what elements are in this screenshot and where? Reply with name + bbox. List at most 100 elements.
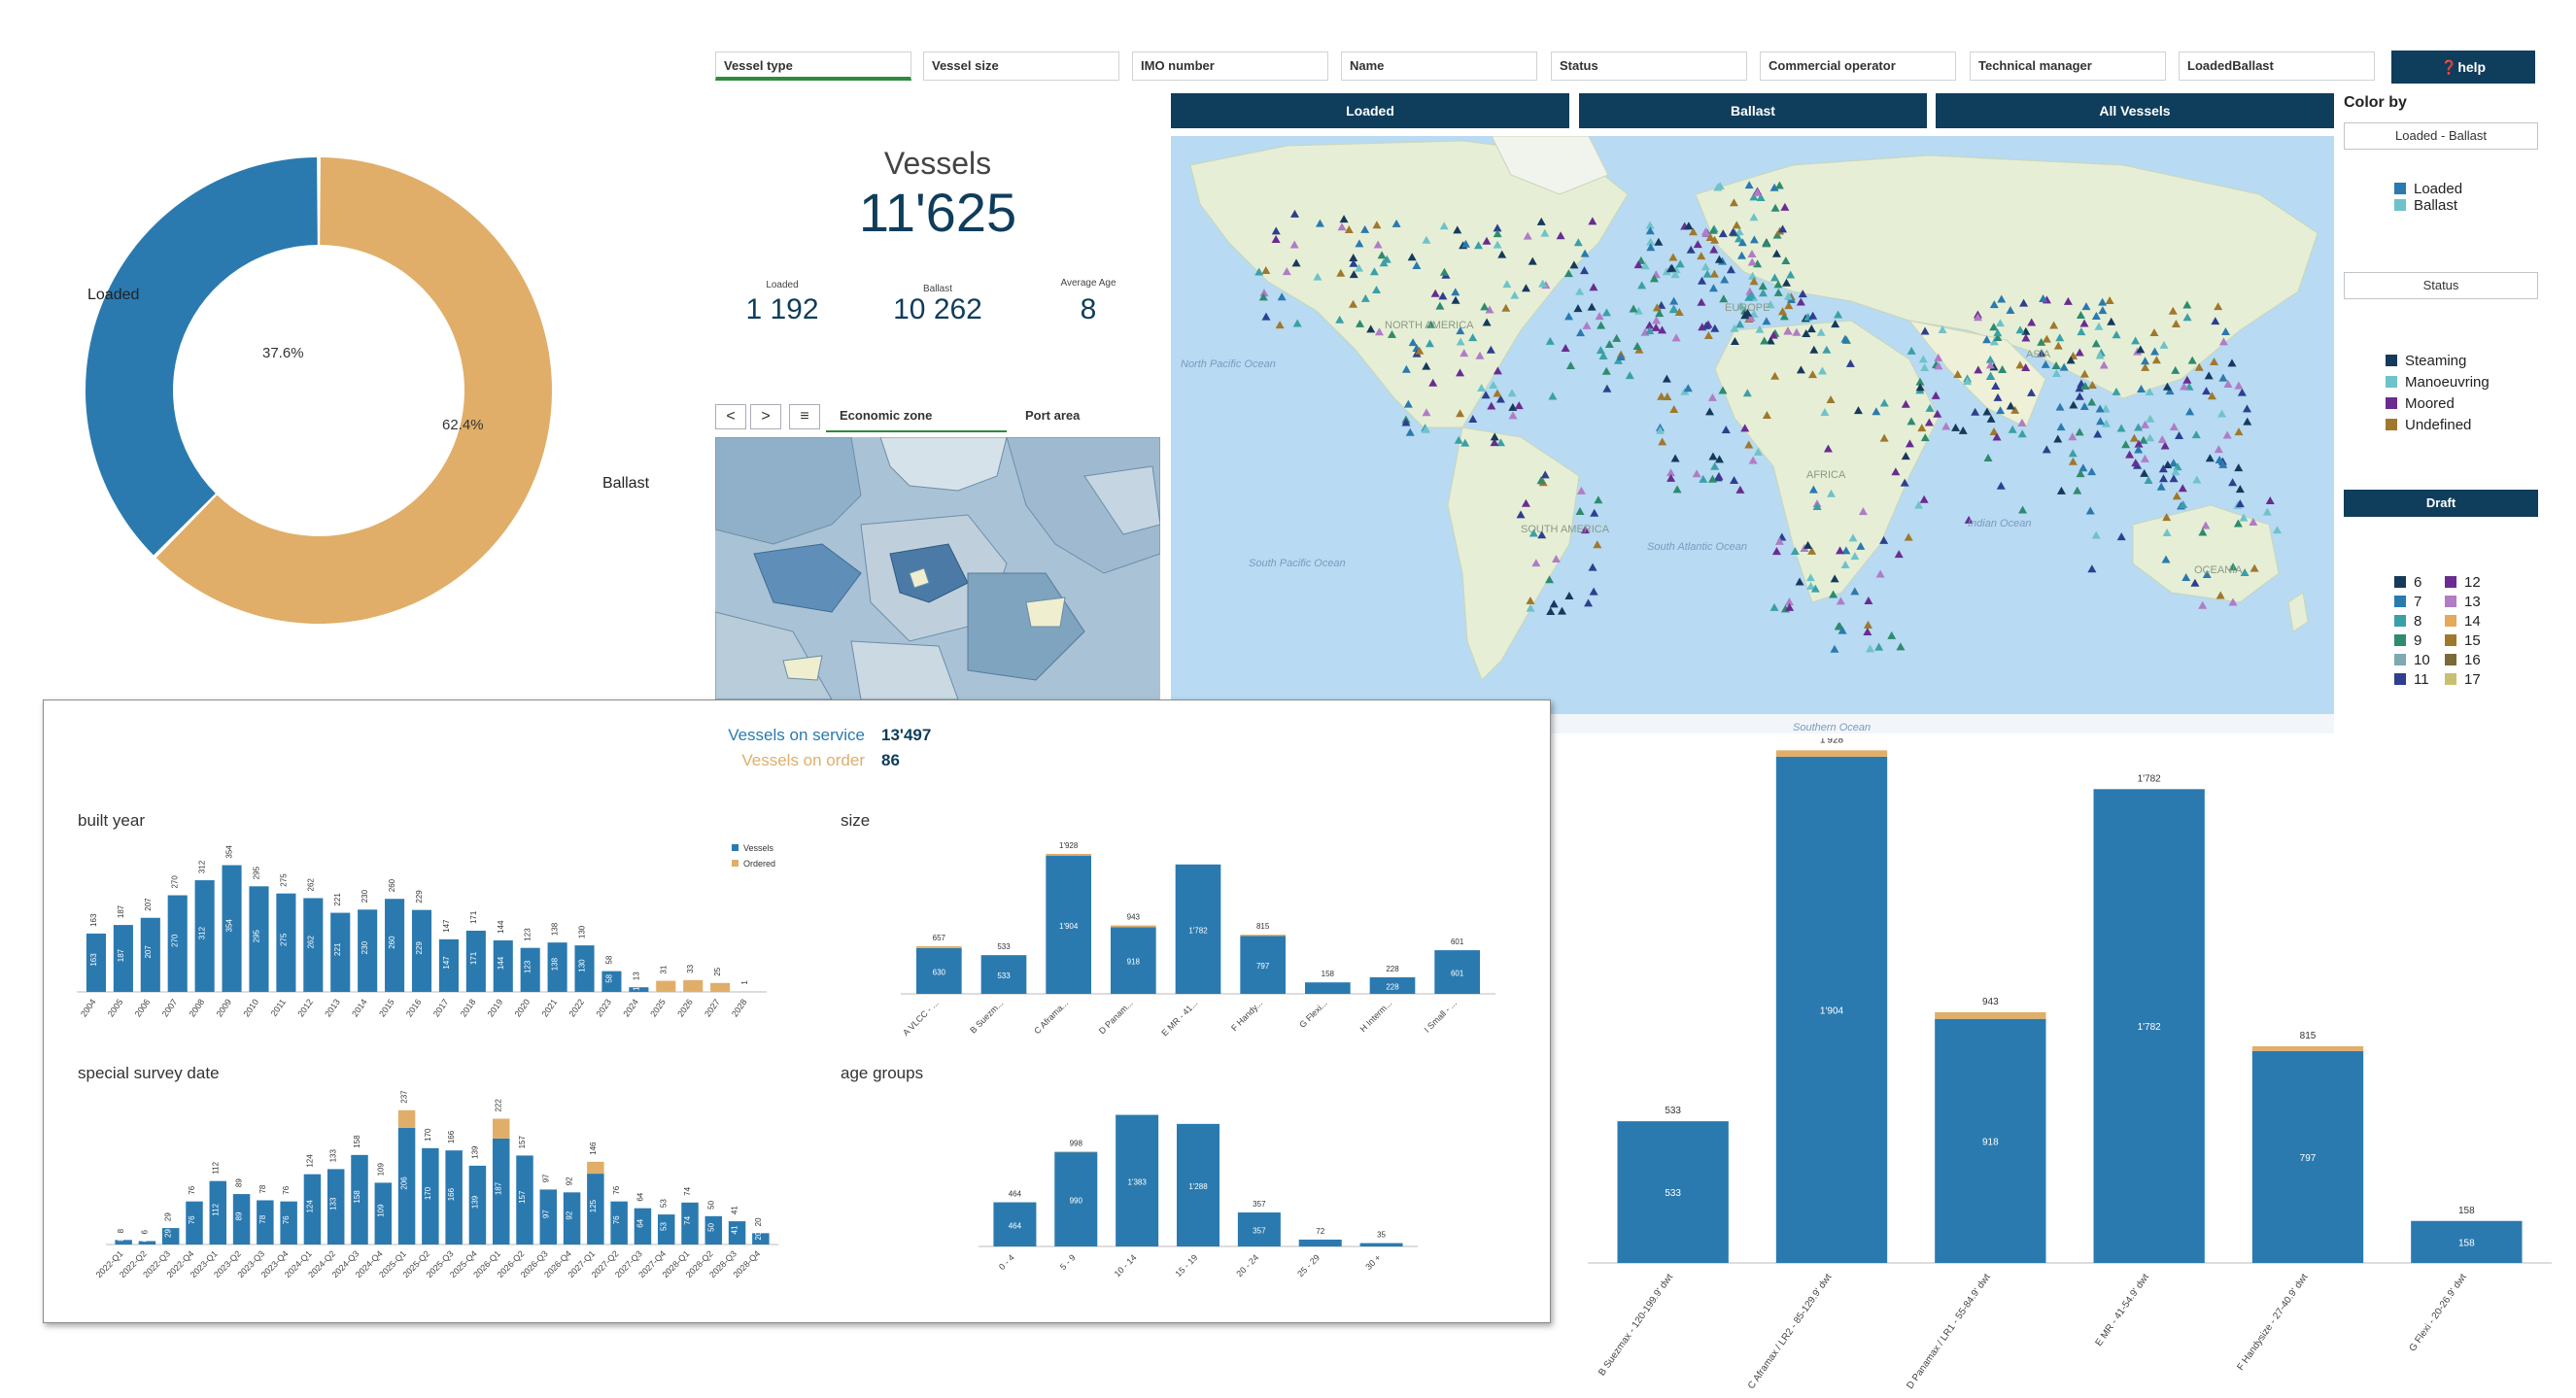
vessel-marker[interactable] xyxy=(1537,530,1547,539)
vessel-marker[interactable] xyxy=(1502,280,1512,289)
bar-vessels[interactable] xyxy=(113,925,133,992)
vessel-marker[interactable] xyxy=(1698,323,1707,331)
vessel-marker[interactable] xyxy=(1548,392,1558,400)
vessel-marker[interactable] xyxy=(1756,193,1766,202)
vessel-marker[interactable] xyxy=(1652,316,1662,324)
vessel-marker[interactable] xyxy=(1282,267,1291,276)
vessel-marker[interactable] xyxy=(1549,599,1559,608)
vessel-marker[interactable] xyxy=(1482,318,1492,326)
vessel-marker[interactable] xyxy=(1998,364,2008,373)
bar-vessels[interactable] xyxy=(209,1180,227,1245)
vessel-marker[interactable] xyxy=(2165,387,2175,395)
vessel-marker[interactable] xyxy=(1996,406,2006,415)
vessel-marker[interactable] xyxy=(1827,489,1837,497)
vessel-marker[interactable] xyxy=(2094,322,2104,330)
vessel-marker[interactable] xyxy=(1995,319,2005,327)
vessel-marker[interactable] xyxy=(2171,365,2181,374)
vessel-marker[interactable] xyxy=(1715,182,1725,190)
vessel-marker[interactable] xyxy=(1938,325,1947,334)
vessel-marker[interactable] xyxy=(1781,256,1791,264)
vessel-marker[interactable] xyxy=(1826,394,1836,403)
bar-ordered[interactable] xyxy=(683,979,704,992)
vessel-marker[interactable] xyxy=(1698,276,1707,285)
vessel-marker[interactable] xyxy=(1510,290,1520,299)
vessel-marker[interactable] xyxy=(1770,371,1780,380)
vessel-marker[interactable] xyxy=(1401,418,1411,426)
vessel-marker[interactable] xyxy=(1783,326,1793,335)
vessel-marker[interactable] xyxy=(1430,289,1440,297)
vessel-marker[interactable] xyxy=(1654,237,1664,246)
vessel-marker[interactable] xyxy=(1391,219,1401,227)
bar-vessels[interactable] xyxy=(704,1215,723,1245)
vessel-marker[interactable] xyxy=(1666,468,1675,477)
vessel-marker[interactable] xyxy=(1674,307,1684,316)
vessel-marker[interactable] xyxy=(2068,449,2078,458)
vessel-marker[interactable] xyxy=(2162,529,2172,537)
vessel-marker[interactable] xyxy=(1360,293,1370,302)
vessel-marker[interactable] xyxy=(1803,540,1813,549)
vessel-marker[interactable] xyxy=(1703,331,1713,340)
vessel-marker[interactable] xyxy=(1360,224,1370,233)
bar-vessels[interactable] xyxy=(445,1150,463,1245)
vessel-marker[interactable] xyxy=(1428,378,1438,387)
vessel-marker[interactable] xyxy=(2201,521,2211,529)
vessel-marker[interactable] xyxy=(1784,597,1794,606)
vessel-marker[interactable] xyxy=(1580,249,1590,257)
vessel-marker[interactable] xyxy=(1454,435,1463,444)
vessel-marker[interactable] xyxy=(2019,298,2029,307)
vessel-marker[interactable] xyxy=(1637,281,1647,290)
vessel-marker[interactable] xyxy=(1645,226,1655,235)
vessel-marker[interactable] xyxy=(1633,260,1643,269)
vessel-marker[interactable] xyxy=(2056,423,2066,431)
vessel-marker[interactable] xyxy=(2134,423,2144,431)
vessel-marker[interactable] xyxy=(2051,361,2061,370)
vessel-marker[interactable] xyxy=(1601,308,1611,317)
vessel-marker[interactable] xyxy=(2190,578,2200,587)
draft-color-button[interactable]: Draft xyxy=(2344,490,2538,517)
vessel-marker[interactable] xyxy=(2211,317,2220,325)
vessel-marker[interactable] xyxy=(1769,273,1779,282)
vessel-marker[interactable] xyxy=(2210,357,2219,365)
vessel-marker[interactable] xyxy=(2112,387,2121,395)
vessel-marker[interactable] xyxy=(1730,336,1739,345)
bar-ordered[interactable] xyxy=(1111,925,1156,928)
vessel-marker[interactable] xyxy=(1850,552,1860,561)
vessel-marker[interactable] xyxy=(2237,388,2247,396)
vessel-marker[interactable] xyxy=(1769,330,1778,339)
vessel-marker[interactable] xyxy=(2079,319,2089,327)
vessel-marker[interactable] xyxy=(1598,351,1608,359)
vessel-marker[interactable] xyxy=(1720,275,1730,284)
vessel-marker[interactable] xyxy=(2265,496,2275,505)
vessel-marker[interactable] xyxy=(1588,217,1597,225)
bar-vessels[interactable] xyxy=(1298,1239,1342,1246)
vessel-marker[interactable] xyxy=(1730,324,1739,332)
all-vessels-button[interactable]: All Vessels xyxy=(1936,93,2334,128)
next-button[interactable]: > xyxy=(750,404,781,429)
vessel-marker[interactable] xyxy=(1493,240,1502,249)
vessel-marker[interactable] xyxy=(1807,370,1817,379)
vessel-marker[interactable] xyxy=(1666,473,1676,482)
vessel-marker[interactable] xyxy=(1993,328,2003,337)
vessel-marker[interactable] xyxy=(2215,591,2225,599)
vessel-marker[interactable] xyxy=(1760,336,1769,345)
vessel-marker[interactable] xyxy=(1774,181,1784,189)
vessel-marker[interactable] xyxy=(2242,404,2251,413)
vessel-marker[interactable] xyxy=(1796,365,1805,374)
vessel-marker[interactable] xyxy=(1736,301,1746,310)
filter-loadedballast[interactable]: LoadedBallast xyxy=(2179,51,2375,81)
bar-vessels[interactable] xyxy=(257,1200,274,1245)
bar-vessels[interactable] xyxy=(493,939,513,992)
vessel-marker[interactable] xyxy=(1540,470,1550,479)
vessel-marker[interactable] xyxy=(1925,403,1935,412)
vessel-marker[interactable] xyxy=(1774,536,1784,545)
vessel-marker[interactable] xyxy=(1705,233,1715,242)
vessel-marker[interactable] xyxy=(1292,319,1302,327)
vessel-marker[interactable] xyxy=(1657,325,1666,334)
vessel-marker[interactable] xyxy=(1809,345,1819,354)
vessel-marker[interactable] xyxy=(2273,526,2283,534)
vessel-marker[interactable] xyxy=(2039,293,2048,302)
bar-vessels[interactable] xyxy=(351,1154,368,1245)
vessel-marker[interactable] xyxy=(1344,225,1354,234)
vessel-marker[interactable] xyxy=(1576,486,1586,494)
vessel-marker[interactable] xyxy=(1349,254,1358,262)
